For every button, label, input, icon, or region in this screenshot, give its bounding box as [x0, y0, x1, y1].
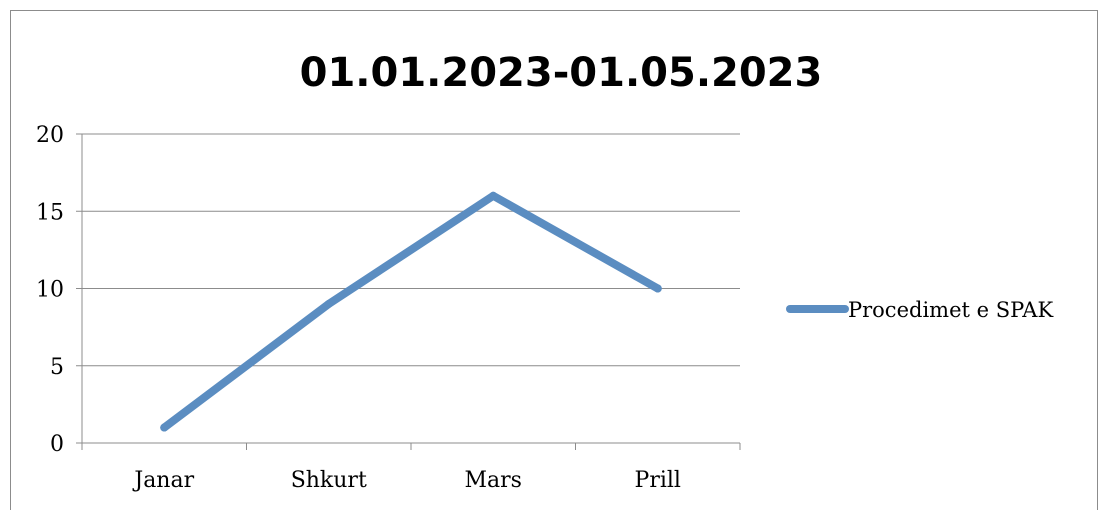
y-tick-labels: 0 5 10 15 20 [36, 123, 64, 457]
y-tick-label: 20 [36, 123, 64, 148]
data-point [160, 423, 169, 432]
chart-title: 01.01.2023-01.05.2023 [300, 50, 823, 96]
chart-frame [10, 10, 1098, 510]
y-tick-label: 5 [50, 355, 64, 380]
y-tick-label: 0 [50, 432, 64, 457]
data-point [653, 284, 662, 293]
y-tick-label: 15 [36, 200, 64, 225]
x-tick-label: Shkurt [291, 468, 367, 493]
x-tick-label: Janar [132, 468, 194, 493]
series-lines [160, 191, 662, 432]
x-tick-label: Prill [635, 468, 681, 493]
x-tick-labels: Janar Shkurt Mars Prill [132, 468, 681, 493]
data-point [489, 191, 498, 200]
x-tick-label: Mars [465, 468, 522, 493]
legend: Procedimet e SPAK [786, 298, 1053, 322]
y-tick-label: 10 [36, 278, 64, 303]
gridlines [82, 133, 740, 367]
legend-label: Procedimet e SPAK [848, 298, 1053, 322]
series-line [160, 191, 662, 432]
axes [76, 133, 741, 450]
data-point [324, 299, 333, 308]
